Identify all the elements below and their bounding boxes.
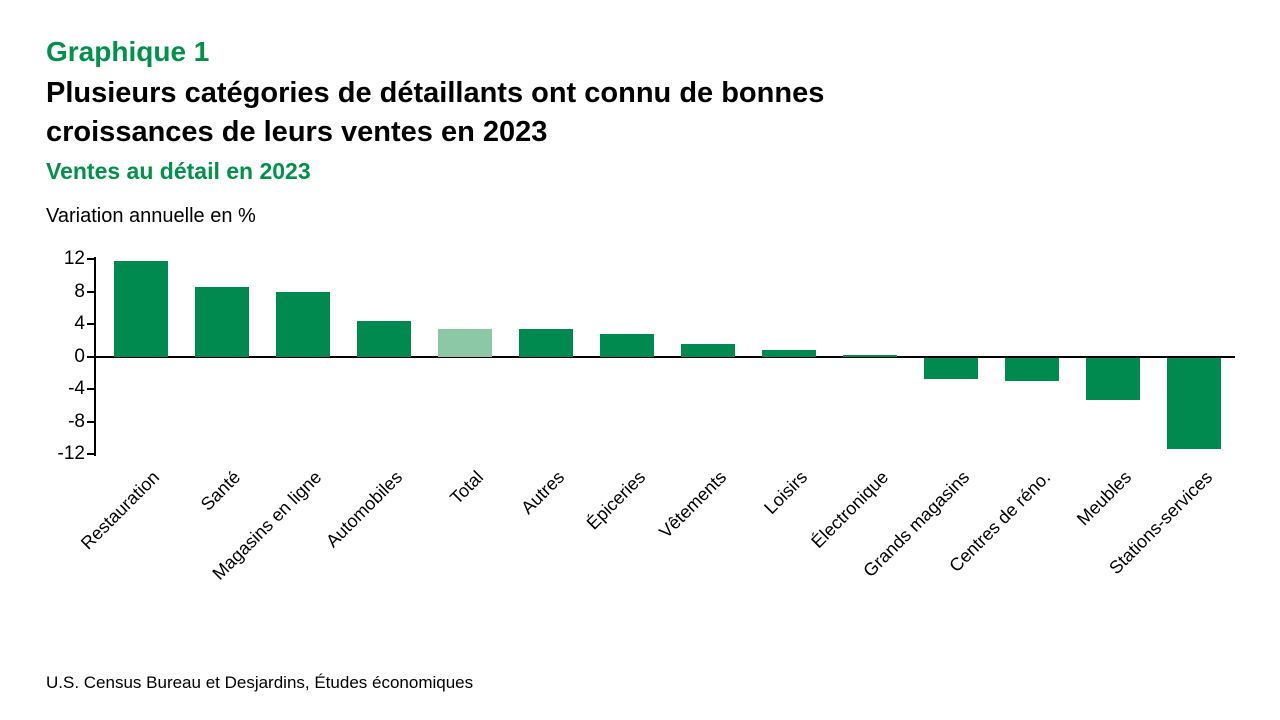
bar--lectronique: [843, 354, 897, 357]
y-tick-mark: [87, 290, 95, 293]
y-tick-mark: [87, 355, 95, 358]
bar-magasins-en-ligne: [276, 291, 330, 357]
y-tick-label: 0: [74, 345, 85, 367]
chart-main-title-line1: Plusieurs catégories de détaillants ont …: [46, 77, 825, 109]
y-tick-mark: [87, 323, 95, 325]
x-axis-label: Loisirs: [760, 467, 812, 518]
x-axis-label: Électronique: [807, 467, 893, 552]
bar-total: [438, 328, 492, 357]
x-axis-label: Meubles: [1072, 467, 1136, 530]
x-axis-label: Épiceries: [582, 467, 650, 534]
y-tick-mark: [87, 388, 95, 390]
x-axis-label: Vêtements: [655, 467, 731, 542]
chart-number-heading: Graphique 1: [46, 36, 210, 67]
bar-grands-magasins: [924, 357, 978, 380]
bar-v-tements: [681, 343, 735, 357]
y-tick-label: -4: [68, 378, 85, 399]
bar-automobiles: [357, 320, 411, 357]
y-tick-label: -12: [57, 443, 85, 464]
bar-stations-services: [1167, 357, 1221, 449]
chart-main-title-line2: croissances de leurs ventes en 2023: [46, 116, 548, 148]
x-axis-label: Total: [446, 467, 488, 509]
bar-restauration: [114, 261, 168, 357]
source-attribution: U.S. Census Bureau et Desjardins, Études…: [46, 673, 474, 692]
bar--piceries: [600, 333, 654, 357]
bar-sant-: [195, 286, 249, 357]
x-axis-label: Autres: [517, 467, 569, 518]
y-tick-label: 4: [74, 313, 85, 334]
x-axis-label: Restauration: [76, 467, 164, 554]
y-tick-label: 12: [63, 248, 85, 269]
x-axis-zero-line: [95, 355, 1235, 358]
y-tick-label: 8: [74, 280, 85, 302]
y-tick-mark: [87, 420, 95, 423]
x-axis-label: Automobiles: [321, 467, 407, 552]
y-tick-label: -8: [68, 410, 85, 432]
y-tick-mark: [87, 453, 95, 455]
bar-centres-de-r-no-: [1005, 357, 1059, 382]
bar-meubles: [1086, 357, 1140, 400]
y-tick-mark: [87, 258, 95, 260]
bar-loisirs: [762, 350, 816, 357]
y-axis-unit-label: Variation annuelle en %: [46, 205, 256, 227]
chart-main-title: Plusieurs catégories de détaillants ont …: [46, 74, 1096, 152]
bar-autres: [519, 328, 573, 357]
chart-subtitle: Ventes au détail en 2023: [46, 158, 311, 184]
x-axis-label: Santé: [196, 467, 245, 515]
